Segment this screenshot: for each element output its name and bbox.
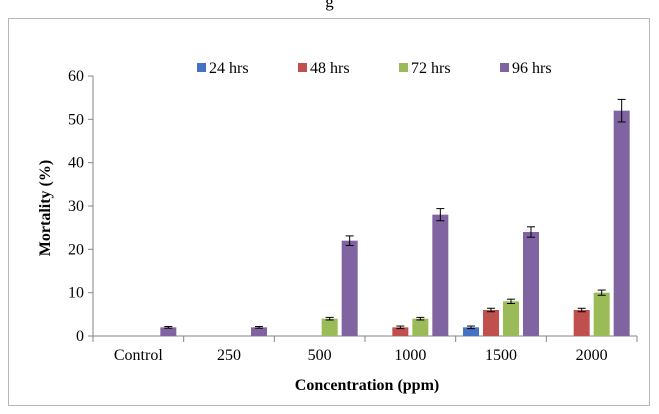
legend-label: 48 hrs bbox=[310, 60, 350, 77]
bar bbox=[503, 301, 519, 336]
y-tick-label: 40 bbox=[68, 155, 84, 172]
bar bbox=[483, 310, 499, 336]
x-tick-label: 1000 bbox=[394, 347, 426, 364]
bar bbox=[613, 110, 630, 337]
x-tick-label: 2000 bbox=[576, 347, 608, 364]
y-tick-label: 20 bbox=[68, 241, 84, 258]
legend-swatch bbox=[298, 63, 307, 72]
legend-swatch bbox=[399, 63, 408, 72]
y-axis-label: Mortality (%) bbox=[37, 160, 54, 256]
bars bbox=[160, 98, 630, 337]
y-tick-label: 60 bbox=[68, 68, 84, 85]
x-tick-label: 500 bbox=[308, 347, 332, 364]
bar bbox=[160, 327, 177, 336]
axes: 0 10 20 30 40 50 60 Control 250 500 1000 1500 2000 bbox=[68, 68, 638, 364]
bar bbox=[321, 318, 338, 336]
x-axis-label: Concentration (ppm) bbox=[295, 377, 439, 394]
legend-label: 24 hrs bbox=[209, 60, 249, 77]
bar bbox=[593, 292, 610, 336]
bar bbox=[392, 327, 409, 336]
x-tick-label: 1500 bbox=[485, 347, 517, 364]
header-fragment-text: g bbox=[325, 0, 334, 11]
x-tick-label: 250 bbox=[217, 347, 241, 364]
bar bbox=[463, 327, 479, 336]
legend-label: 72 hrs bbox=[411, 60, 451, 77]
chart-frame bbox=[8, 18, 650, 406]
bar bbox=[573, 310, 590, 336]
bar bbox=[251, 327, 267, 336]
bar bbox=[412, 318, 429, 336]
x-tick-label: Control bbox=[114, 347, 163, 364]
y-tick-label: 30 bbox=[68, 198, 84, 215]
y-tick-label: 50 bbox=[68, 111, 84, 128]
legend: 24 hrs 48 hrs 72 hrs 96 hrs bbox=[197, 60, 552, 77]
bar bbox=[523, 232, 539, 336]
legend-swatch bbox=[500, 63, 509, 72]
legend-swatch bbox=[197, 63, 206, 72]
y-tick-label: 10 bbox=[68, 285, 84, 302]
bar bbox=[341, 240, 358, 336]
legend-label: 96 hrs bbox=[512, 60, 552, 77]
bar bbox=[432, 214, 449, 336]
y-tick-label: 0 bbox=[76, 328, 84, 345]
